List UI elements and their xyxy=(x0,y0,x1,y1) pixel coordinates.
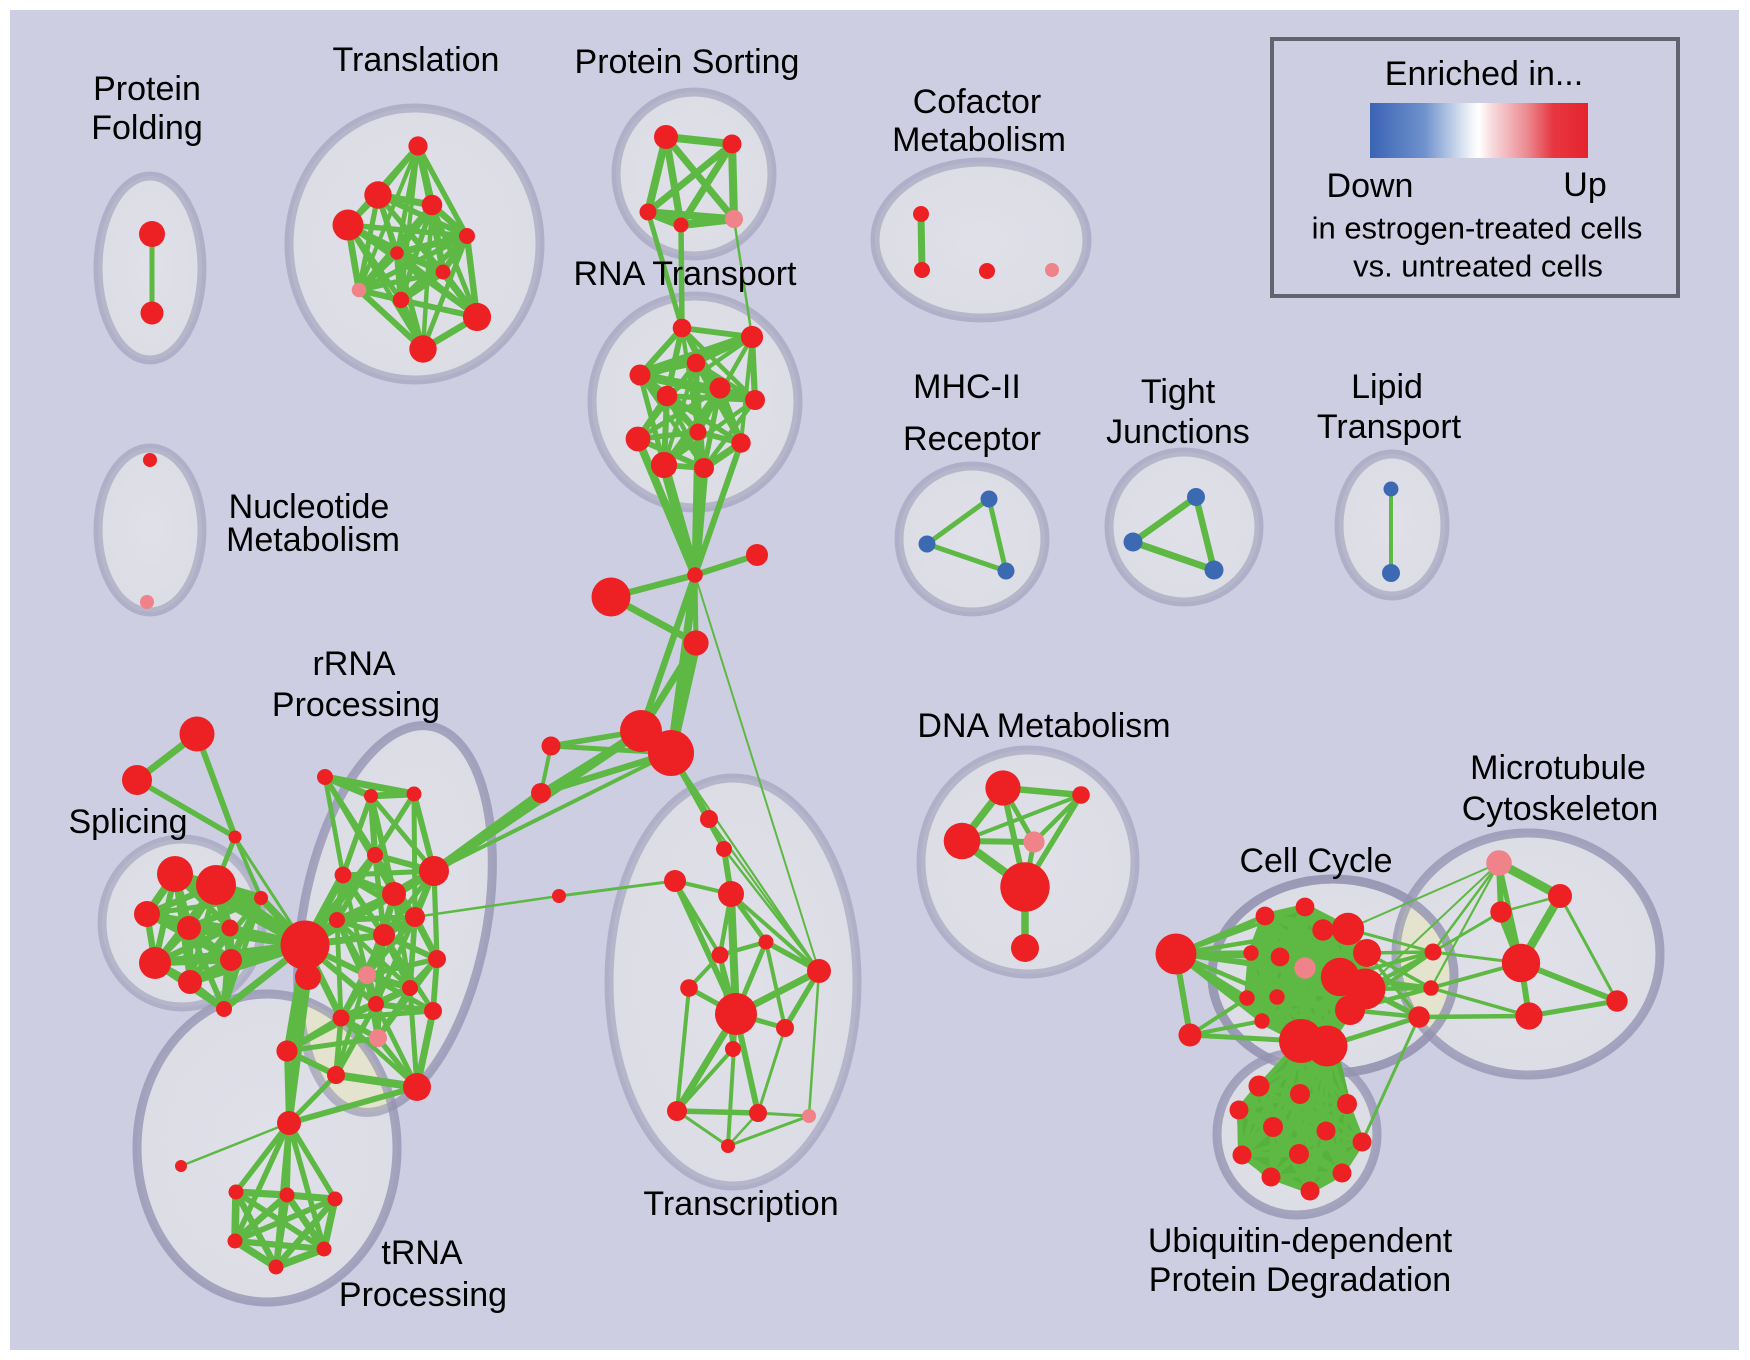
svg-text:tRNA: tRNA xyxy=(381,1234,463,1272)
svg-text:MHC-II: MHC-II xyxy=(913,368,1021,406)
svg-text:Processing: Processing xyxy=(339,1276,507,1314)
svg-text:Metabolism: Metabolism xyxy=(892,121,1066,159)
svg-text:Protein Sorting: Protein Sorting xyxy=(575,43,800,81)
svg-text:Up: Up xyxy=(1563,166,1606,204)
svg-text:Junctions: Junctions xyxy=(1106,413,1250,451)
svg-text:Cytoskeleton: Cytoskeleton xyxy=(1462,790,1659,828)
svg-text:Microtubule: Microtubule xyxy=(1470,749,1646,787)
svg-text:Splicing: Splicing xyxy=(68,803,187,841)
svg-text:Enriched in...: Enriched in... xyxy=(1385,55,1583,93)
svg-text:Folding: Folding xyxy=(91,109,203,147)
svg-text:RNA Transport: RNA Transport xyxy=(574,255,798,293)
svg-text:Nucleotide: Nucleotide xyxy=(229,488,390,526)
svg-text:Processing: Processing xyxy=(272,686,440,724)
svg-text:vs. untreated cells: vs. untreated cells xyxy=(1353,249,1603,284)
svg-text:Translation: Translation xyxy=(333,41,500,79)
svg-text:Tight: Tight xyxy=(1141,373,1216,411)
svg-text:Protein: Protein xyxy=(93,70,201,108)
svg-text:Cell Cycle: Cell Cycle xyxy=(1239,842,1392,880)
svg-text:in estrogen-treated cells: in estrogen-treated cells xyxy=(1312,211,1643,246)
svg-text:Ubiquitin-dependent: Ubiquitin-dependent xyxy=(1148,1222,1453,1260)
svg-text:Protein Degradation: Protein Degradation xyxy=(1149,1261,1451,1299)
svg-text:Lipid: Lipid xyxy=(1351,368,1423,406)
svg-text:Transport: Transport xyxy=(1317,408,1462,446)
svg-text:DNA Metabolism: DNA Metabolism xyxy=(917,707,1170,745)
svg-text:Down: Down xyxy=(1327,167,1414,205)
svg-text:Cofactor: Cofactor xyxy=(913,83,1042,121)
svg-text:Receptor: Receptor xyxy=(903,420,1041,458)
svg-text:Transcription: Transcription xyxy=(643,1185,838,1223)
svg-text:rRNA: rRNA xyxy=(312,645,395,683)
svg-text:Metabolism: Metabolism xyxy=(226,521,400,559)
